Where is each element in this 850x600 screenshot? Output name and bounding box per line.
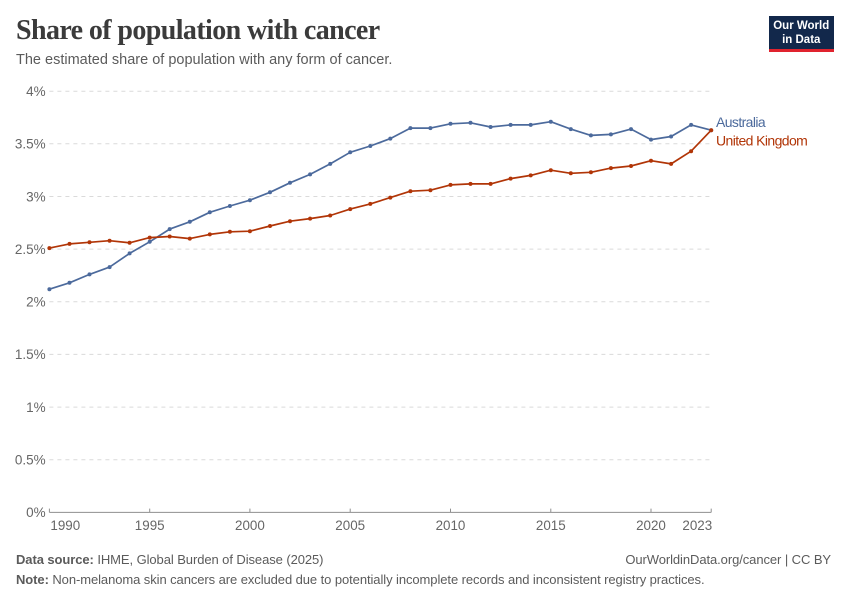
svg-text:2015: 2015 bbox=[536, 518, 566, 533]
svg-text:2%: 2% bbox=[26, 295, 46, 310]
svg-text:1.5%: 1.5% bbox=[15, 347, 46, 362]
svg-text:2023: 2023 bbox=[682, 518, 712, 533]
svg-text:3%: 3% bbox=[26, 189, 46, 204]
svg-text:2010: 2010 bbox=[436, 518, 466, 533]
svg-text:2.5%: 2.5% bbox=[15, 242, 46, 257]
svg-text:3.5%: 3.5% bbox=[15, 137, 46, 152]
svg-text:2005: 2005 bbox=[335, 518, 365, 533]
svg-text:4%: 4% bbox=[26, 84, 46, 99]
svg-text:1%: 1% bbox=[26, 400, 46, 415]
svg-text:United Kingdom: United Kingdom bbox=[716, 132, 807, 148]
svg-text:1995: 1995 bbox=[135, 518, 165, 533]
svg-text:2000: 2000 bbox=[235, 518, 265, 533]
svg-text:Australia: Australia bbox=[716, 114, 766, 130]
svg-text:0%: 0% bbox=[26, 505, 46, 520]
svg-text:1990: 1990 bbox=[50, 518, 80, 533]
svg-text:2020: 2020 bbox=[636, 518, 666, 533]
svg-text:0.5%: 0.5% bbox=[15, 453, 46, 468]
